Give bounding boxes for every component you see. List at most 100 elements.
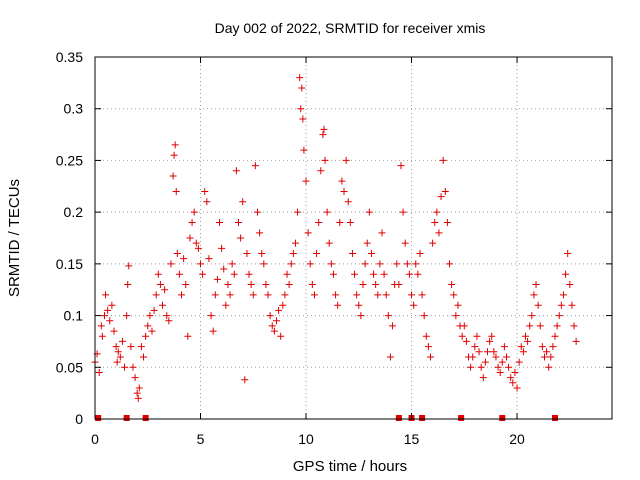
y-tick-label: 0 [75, 411, 83, 427]
data-point [507, 374, 515, 382]
data-point [124, 281, 132, 289]
data-point [397, 162, 405, 170]
data-point [182, 281, 190, 289]
data-point [283, 270, 291, 278]
data-point [247, 281, 255, 289]
data-point [239, 198, 247, 206]
data-point [454, 301, 462, 309]
data-point [526, 322, 534, 330]
data-point [319, 131, 327, 139]
data-point [448, 281, 456, 289]
data-point [201, 187, 209, 195]
data-point [169, 172, 177, 180]
data-point [386, 353, 394, 361]
data-point [334, 301, 342, 309]
zero-markers [95, 415, 559, 421]
data-point [216, 218, 224, 226]
zero-marker [95, 415, 102, 421]
data-point [262, 281, 270, 289]
data-point [327, 260, 335, 268]
data-point [300, 146, 308, 154]
data-point [95, 368, 103, 376]
y-tick-label: 0.05 [56, 359, 83, 375]
data-point [313, 250, 321, 258]
x-tick-label: 5 [197, 431, 205, 447]
data-point [152, 291, 160, 299]
x-tick-labels: 0 5 10 15 20 [91, 431, 525, 447]
data-point [291, 239, 299, 247]
data-point [403, 260, 411, 268]
zero-marker [552, 415, 559, 421]
data-point [435, 229, 443, 237]
data-point [528, 312, 536, 320]
data-point [557, 301, 565, 309]
data-point [289, 250, 297, 258]
data-point [477, 363, 485, 371]
data-point [374, 291, 382, 299]
data-point [530, 291, 538, 299]
data-point [559, 291, 567, 299]
data-point [102, 291, 110, 299]
y-tick-label: 0.1 [64, 308, 84, 324]
data-point [251, 162, 259, 170]
data-point [192, 239, 200, 247]
data-point [490, 348, 498, 356]
plot-frame [94, 56, 613, 420]
data-point [372, 281, 380, 289]
data-point [258, 250, 266, 258]
data-point [134, 394, 142, 402]
chart-title: Day 002 of 2022, SRMTID for receiver xmi… [215, 20, 486, 36]
data-point [230, 270, 238, 278]
data-point [184, 332, 192, 340]
data-point [439, 156, 447, 164]
data-point [140, 353, 148, 361]
data-point [299, 115, 307, 123]
data-point [534, 301, 542, 309]
data-point [532, 281, 540, 289]
data-point [285, 281, 293, 289]
data-point [123, 312, 131, 320]
data-point [205, 255, 213, 263]
data-point [429, 239, 437, 247]
data-point [547, 353, 555, 361]
data-point [502, 353, 510, 361]
data-point [237, 234, 245, 242]
data-point [218, 244, 226, 252]
data-point [367, 250, 375, 258]
data-point [370, 270, 378, 278]
data-point [566, 281, 574, 289]
data-point [376, 260, 384, 268]
data-point [118, 337, 126, 345]
data-point [108, 301, 116, 309]
data-point [104, 306, 112, 314]
data-point [315, 218, 323, 226]
data-point [121, 363, 129, 371]
data-point [505, 363, 513, 371]
data-point [279, 301, 287, 309]
data-point [321, 156, 329, 164]
data-point [405, 270, 413, 278]
data-point [146, 312, 154, 320]
data-point [515, 358, 523, 366]
data-point [112, 343, 120, 351]
data-point [213, 275, 221, 283]
data-point [378, 229, 386, 237]
data-point [310, 291, 318, 299]
data-point [572, 337, 580, 345]
data-point [135, 384, 143, 392]
data-point [281, 291, 289, 299]
data-point [211, 291, 219, 299]
data-point [106, 317, 114, 325]
data-point [256, 229, 264, 237]
data-point [380, 270, 388, 278]
data-point [424, 343, 432, 351]
data-point [163, 312, 171, 320]
data-point [329, 270, 337, 278]
data-point [302, 177, 310, 185]
zero-marker [458, 415, 465, 421]
data-point [460, 322, 468, 330]
data-point [336, 218, 344, 226]
x-tick-label: 0 [91, 431, 99, 447]
data-point [446, 260, 454, 268]
data-point [264, 291, 272, 299]
